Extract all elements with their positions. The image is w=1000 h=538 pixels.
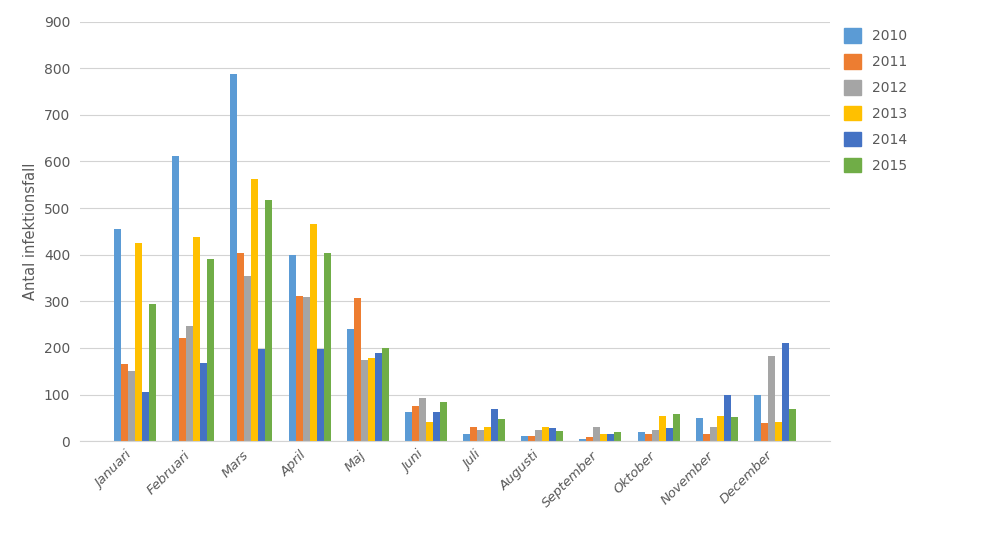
Bar bbox=[172, 156, 179, 441]
Bar bbox=[382, 348, 389, 441]
Bar bbox=[477, 429, 484, 441]
Bar bbox=[237, 253, 244, 441]
Bar bbox=[230, 74, 237, 441]
Bar bbox=[789, 409, 796, 441]
Bar bbox=[673, 414, 680, 441]
Bar bbox=[775, 422, 782, 441]
Bar bbox=[586, 437, 593, 441]
Bar bbox=[782, 343, 789, 441]
Bar bbox=[419, 398, 426, 441]
Bar bbox=[666, 428, 673, 441]
Bar bbox=[310, 224, 317, 441]
Bar bbox=[638, 432, 645, 441]
Bar bbox=[614, 432, 621, 441]
Bar bbox=[412, 406, 419, 441]
Bar bbox=[251, 179, 258, 441]
Bar bbox=[433, 412, 440, 441]
Bar bbox=[556, 431, 563, 441]
Legend: 2010, 2011, 2012, 2013, 2014, 2015: 2010, 2011, 2012, 2013, 2014, 2015 bbox=[844, 29, 907, 173]
Bar bbox=[542, 427, 549, 441]
Y-axis label: Antal infektionsfall: Antal infektionsfall bbox=[23, 162, 38, 300]
Bar bbox=[354, 298, 361, 441]
Bar bbox=[207, 259, 214, 441]
Bar bbox=[375, 352, 382, 441]
Bar bbox=[731, 417, 738, 441]
Bar bbox=[296, 296, 303, 441]
Bar bbox=[258, 349, 265, 441]
Bar bbox=[579, 439, 586, 441]
Bar bbox=[317, 349, 324, 441]
Bar bbox=[645, 434, 652, 441]
Bar bbox=[121, 364, 128, 441]
Bar bbox=[265, 200, 272, 441]
Bar bbox=[703, 434, 710, 441]
Bar bbox=[717, 415, 724, 441]
Bar bbox=[607, 434, 614, 441]
Bar bbox=[549, 428, 556, 441]
Bar bbox=[593, 427, 600, 441]
Bar bbox=[710, 427, 717, 441]
Bar bbox=[761, 422, 768, 441]
Bar bbox=[535, 429, 542, 441]
Bar bbox=[149, 303, 156, 441]
Bar bbox=[521, 436, 528, 441]
Bar bbox=[426, 422, 433, 441]
Bar bbox=[289, 254, 296, 441]
Bar bbox=[200, 363, 207, 441]
Bar bbox=[324, 253, 331, 441]
Bar bbox=[696, 418, 703, 441]
Bar bbox=[361, 359, 368, 441]
Bar bbox=[368, 358, 375, 441]
Bar bbox=[135, 243, 142, 441]
Bar bbox=[440, 401, 447, 441]
Bar bbox=[528, 436, 535, 441]
Bar bbox=[470, 427, 477, 441]
Bar bbox=[244, 275, 251, 441]
Bar bbox=[498, 419, 505, 441]
Bar bbox=[114, 229, 121, 441]
Bar bbox=[724, 394, 731, 441]
Bar bbox=[142, 392, 149, 441]
Bar bbox=[186, 325, 193, 441]
Bar bbox=[463, 434, 470, 441]
Bar bbox=[193, 237, 200, 441]
Bar bbox=[128, 371, 135, 441]
Bar bbox=[484, 427, 491, 441]
Bar bbox=[754, 394, 761, 441]
Bar bbox=[768, 356, 775, 441]
Bar bbox=[659, 415, 666, 441]
Bar bbox=[491, 408, 498, 441]
Bar bbox=[600, 434, 607, 441]
Bar bbox=[652, 429, 659, 441]
Bar bbox=[405, 412, 412, 441]
Bar bbox=[179, 338, 186, 441]
Bar bbox=[303, 296, 310, 441]
Bar bbox=[347, 329, 354, 441]
